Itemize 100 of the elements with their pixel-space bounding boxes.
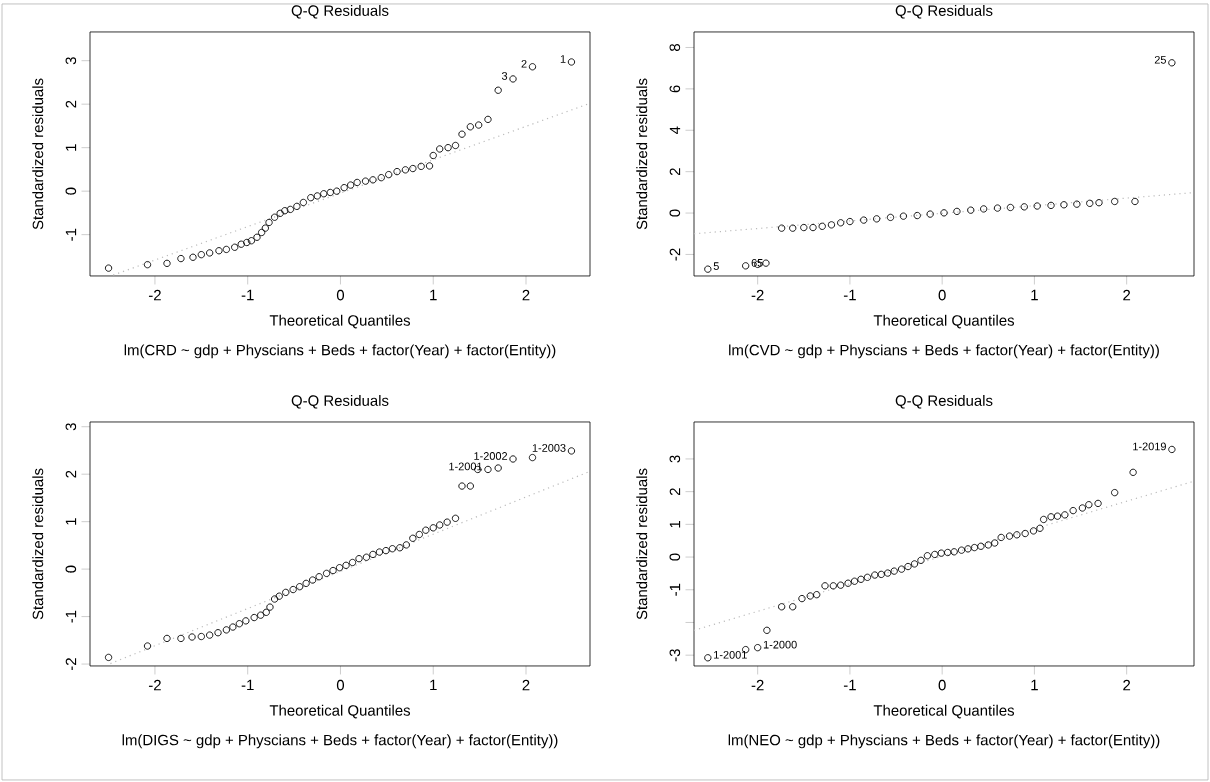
point: [1036, 524, 1044, 532]
point: [964, 545, 972, 553]
point: [257, 228, 266, 237]
point: [231, 243, 239, 251]
point: [897, 565, 906, 573]
point: [860, 216, 868, 224]
point: [1005, 532, 1014, 540]
point: [353, 178, 361, 187]
point: [275, 592, 283, 600]
point: [1086, 199, 1094, 207]
point: [950, 548, 958, 556]
point: [821, 582, 829, 590]
point: [289, 585, 297, 594]
point: [266, 603, 274, 611]
point: [222, 626, 231, 634]
point: [953, 207, 961, 216]
point: [1094, 499, 1102, 508]
point: [800, 223, 808, 232]
point: [1061, 511, 1069, 519]
point: [282, 588, 290, 597]
point: [1078, 504, 1087, 512]
point: [369, 176, 377, 184]
point: [206, 631, 214, 639]
point: [884, 569, 892, 577]
point: [415, 530, 423, 539]
point: [313, 192, 321, 200]
point: [567, 58, 576, 66]
point: [873, 215, 881, 223]
point: [509, 455, 517, 463]
point: [104, 653, 113, 662]
point: [444, 144, 452, 152]
point: [957, 546, 966, 554]
point: [307, 194, 315, 202]
point: [293, 202, 301, 211]
point: [1013, 531, 1021, 539]
point: [375, 548, 384, 556]
point: [143, 642, 152, 650]
point: [940, 209, 948, 217]
point: [247, 237, 256, 245]
point: [382, 546, 390, 555]
point: [931, 550, 939, 559]
point: [923, 552, 932, 560]
point: [494, 86, 502, 94]
point: [361, 177, 370, 185]
point: [177, 634, 185, 643]
point: [763, 626, 771, 634]
point: [214, 629, 222, 637]
point: [1131, 197, 1139, 206]
point: [396, 544, 404, 552]
point: [322, 569, 331, 578]
point: [984, 541, 992, 549]
point: [789, 603, 797, 611]
point: [917, 556, 925, 564]
point: [243, 238, 251, 247]
point: [977, 542, 985, 550]
point: [704, 654, 712, 662]
point: [422, 526, 430, 534]
point: [401, 166, 410, 174]
point: [309, 576, 317, 584]
point: [857, 575, 865, 583]
point: [335, 564, 344, 572]
point: [163, 259, 171, 267]
point: [944, 548, 952, 557]
point: [1006, 203, 1015, 212]
point: [1021, 529, 1029, 538]
point: [829, 582, 837, 590]
point: [1020, 203, 1028, 211]
point: [315, 573, 323, 581]
point: [281, 207, 289, 215]
point: [926, 210, 934, 218]
point: [262, 608, 270, 616]
point: [197, 632, 205, 641]
point: [429, 524, 437, 532]
point: [1168, 445, 1176, 454]
point: [813, 591, 821, 599]
point: [863, 573, 872, 581]
point: [1060, 201, 1068, 209]
point: [362, 553, 371, 561]
point: [443, 518, 451, 526]
point: [890, 567, 898, 575]
point: [206, 249, 214, 257]
point: [899, 212, 908, 220]
point: [1040, 515, 1048, 524]
point: [837, 219, 845, 227]
point: [104, 264, 113, 272]
point: [937, 549, 945, 557]
point: [1069, 506, 1077, 515]
point: [393, 167, 401, 176]
point: [242, 617, 250, 625]
point: [270, 213, 279, 221]
point: [528, 453, 537, 462]
point: [409, 534, 417, 542]
point: [402, 541, 410, 549]
point: [451, 514, 460, 522]
point: [798, 594, 806, 603]
point: [320, 190, 328, 198]
point: [197, 251, 205, 259]
point: [270, 595, 279, 603]
point: [484, 115, 492, 124]
point: [302, 579, 310, 587]
